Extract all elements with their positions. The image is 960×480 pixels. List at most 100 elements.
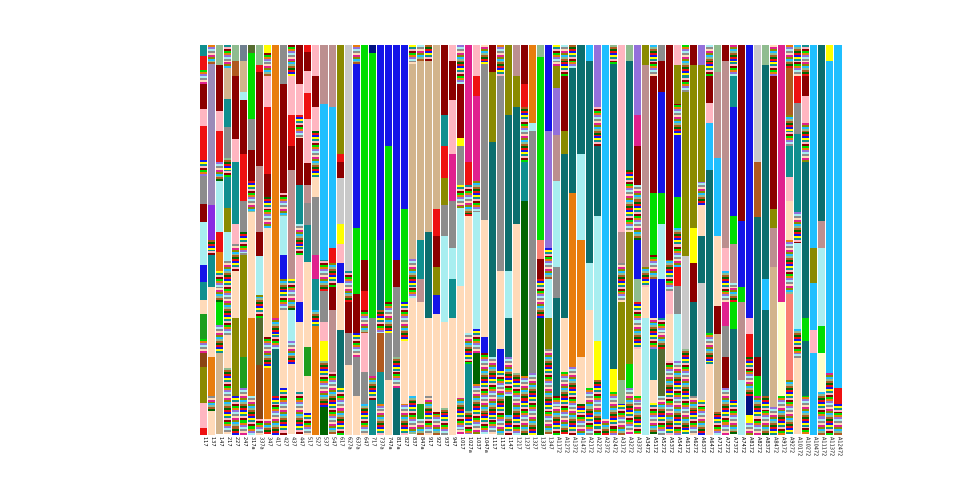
bar-segment-stripe <box>746 426 754 429</box>
bar-segment <box>440 321 448 408</box>
bar-segment-stripe <box>689 428 697 431</box>
bar-segment-stripe <box>304 418 312 421</box>
bar-segment <box>448 154 456 201</box>
bar-segment-stripe <box>272 415 280 418</box>
bar-segment-stripe <box>633 426 641 429</box>
bar-segment-stripe <box>521 390 529 393</box>
bar-segment-stripe <box>336 428 344 431</box>
bar-segment-stripe <box>746 364 754 367</box>
bar-segment-stripe <box>521 107 529 110</box>
bar-segment-stripe <box>561 70 569 73</box>
bar-segment <box>561 130 569 154</box>
bar-segment-stripe <box>625 211 633 214</box>
bar-segment-stripe <box>457 407 465 410</box>
bar-segment-stripe <box>400 417 408 420</box>
bar-segment <box>689 228 697 264</box>
bar-segment-stripe <box>465 417 473 419</box>
bar-segment-stripe <box>328 388 336 391</box>
bar-segment-stripe <box>657 323 665 326</box>
bar-segment-stripe <box>296 251 304 254</box>
bar-segment-stripe <box>593 386 601 389</box>
bar-segment-stripe <box>794 340 802 343</box>
bar-segment-stripe <box>633 324 641 327</box>
bar-segment-stripe <box>802 126 810 129</box>
bar-segment-stripe <box>593 382 601 385</box>
bar-segment-stripe <box>497 48 505 51</box>
bar-segment-stripe <box>633 407 641 410</box>
bar-segment-stripe <box>714 417 722 420</box>
bar-segment-stripe <box>561 52 569 55</box>
bar-segment-stripe <box>408 403 416 406</box>
bar-segment-stripe <box>328 416 336 419</box>
bar-segment-stripe <box>288 292 296 295</box>
bar-segment <box>593 45 601 108</box>
bar-segment-stripe <box>521 149 529 152</box>
bar-segment-stripe <box>240 394 248 397</box>
bar-segment-stripe <box>336 432 344 435</box>
bar-segment <box>705 76 713 104</box>
bar-segment-stripe <box>625 173 633 176</box>
bar <box>697 45 705 435</box>
bar-segment-stripe <box>818 420 826 423</box>
bar-segment-stripe <box>240 387 248 391</box>
bar-segment <box>665 313 673 361</box>
bar-segment-stripe <box>625 171 633 174</box>
bar-segment-stripe <box>625 169 633 172</box>
bar-segment-stripe <box>593 400 601 403</box>
bar-segment-stripe <box>489 370 497 373</box>
bar-segment-stripe <box>296 253 304 256</box>
bar-segment-stripe <box>256 308 264 311</box>
bar-segment <box>216 302 224 326</box>
bar-segment-stripe <box>344 298 352 301</box>
bar-segment <box>256 72 264 166</box>
bar-segment <box>489 142 497 357</box>
bar-segment-stripe <box>521 400 529 403</box>
bar-segment-stripe <box>754 432 762 435</box>
bar-segment-stripe <box>633 430 641 433</box>
bar-segment-stripe <box>473 414 481 417</box>
bar-segment-stripe <box>384 319 392 322</box>
bar-segment-stripe <box>553 62 561 65</box>
bar-segment-stripe <box>400 405 408 408</box>
bar-segment-stripe <box>352 352 360 355</box>
bar-segment-stripe <box>633 221 641 224</box>
bar-segment-stripe <box>240 392 248 395</box>
bar-segment-stripe <box>818 432 826 435</box>
bar-segment-stripe <box>481 52 489 55</box>
bar-segment-stripe <box>328 265 336 268</box>
bar-segment-stripe <box>312 310 320 312</box>
bar-segment-stripe <box>432 430 440 433</box>
bar-segment-stripe <box>465 341 473 344</box>
bar-segment <box>216 130 224 162</box>
bar-segment-stripe <box>649 50 657 53</box>
bar-segment <box>360 333 368 373</box>
bar-segment-stripe <box>481 400 489 403</box>
bar-segment-stripe <box>529 384 537 387</box>
bar-segment-stripe <box>400 323 408 326</box>
bar-segment-stripe <box>722 294 730 297</box>
bar-segment <box>577 45 585 155</box>
bar-segment-stripe <box>617 432 625 435</box>
bar-segment-stripe <box>224 269 232 272</box>
bar-segment-stripe <box>545 420 553 423</box>
bar-segment-stripe <box>794 64 802 67</box>
bar-segment <box>738 45 746 221</box>
bar-segment-stripe <box>240 249 248 252</box>
bar-segment-stripe <box>617 294 625 297</box>
bar-segment-stripe <box>786 379 794 382</box>
bar-segment-stripe <box>521 111 529 114</box>
bar-segment-stripe <box>826 376 834 379</box>
bar-segment-stripe <box>352 354 360 357</box>
bar-segment-stripe <box>762 426 770 429</box>
bar-segment-stripe <box>296 403 304 406</box>
bar-segment-stripe <box>224 263 232 266</box>
bar-segment-stripe <box>786 279 794 282</box>
bar-segment-stripe <box>786 418 794 421</box>
bar-segment-stripe <box>609 48 617 51</box>
bar-segment-stripe <box>657 341 665 344</box>
bar-segment <box>264 107 272 174</box>
bar-segment <box>416 239 424 279</box>
bar-segment-stripe <box>224 409 232 412</box>
bar-segment-stripe <box>513 374 521 377</box>
bar-segment-stripe <box>481 390 489 393</box>
